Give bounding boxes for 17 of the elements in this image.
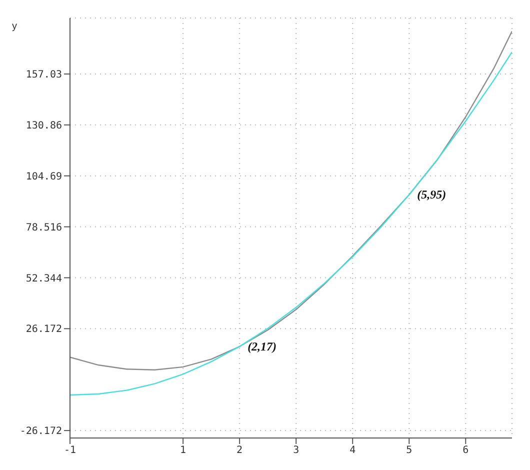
y-axis-title: y: [12, 21, 17, 32]
x-tick-label: 3: [293, 445, 300, 456]
y-tick-label: 52.344: [26, 273, 62, 284]
x-tick-label: 1: [180, 445, 186, 456]
y-tick-label: -26.172: [20, 426, 62, 438]
annotation: (5,95): [417, 188, 446, 202]
y-tick-label: 157.03: [26, 70, 62, 81]
x-tick-label: 6: [462, 445, 469, 456]
x-tick-label: 4: [350, 445, 356, 456]
annotation: (2,17): [248, 340, 277, 354]
x-tick-label: 2: [236, 445, 243, 456]
x-tick-label: -1: [64, 445, 76, 456]
y-tick-label: 78.516: [26, 222, 62, 234]
y-tick-label: 104.69: [26, 171, 62, 182]
y-tick-label: 130.86: [26, 120, 62, 132]
y-tick-label: 26.172: [26, 324, 62, 336]
x-tick-label: 5: [406, 445, 412, 456]
